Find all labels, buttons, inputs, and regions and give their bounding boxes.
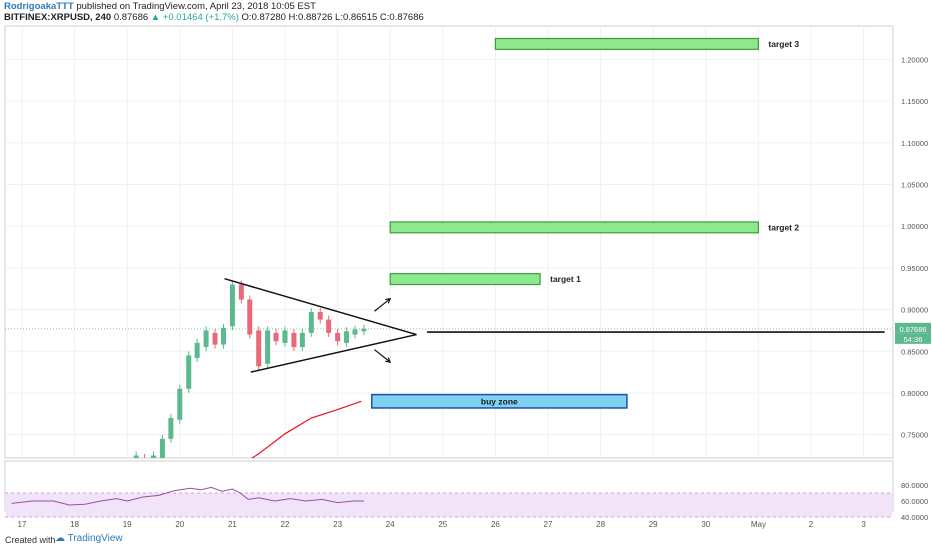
price-pane xyxy=(4,25,894,459)
x-tick-label: May xyxy=(751,520,766,529)
countdown-badge xyxy=(895,333,931,344)
triangle-upper-line xyxy=(224,277,417,336)
candle-down xyxy=(335,332,341,342)
x-tick-label: 26 xyxy=(491,520,500,529)
chart-header: RodrigoakaTTT published on TradingView.c… xyxy=(0,0,932,24)
tradingview-logo[interactable]: ☁ TradingView xyxy=(55,533,123,544)
candle-down xyxy=(212,332,218,345)
target-label: target 1 xyxy=(550,274,581,284)
rsi-band xyxy=(6,493,892,517)
author-link[interactable]: RodrigoakaTTT xyxy=(4,1,74,12)
candle-down xyxy=(256,330,262,367)
price-plot-area: target 3 target 2 target 1 buy zone xyxy=(133,37,885,458)
ohlc-values: O:0.87280 H:0.88726 L:0.86515 C:0.87686 xyxy=(241,12,424,23)
y-tick-label: 0.95000 xyxy=(901,264,928,273)
publish-line: RodrigoakaTTT published on TradingView.c… xyxy=(4,1,316,12)
target-label: target 2 xyxy=(768,222,799,232)
price-chart[interactable]: 80.0000 60.0000 40.0000 1.20000 1.15000 1.100… xyxy=(0,24,932,531)
candle-up xyxy=(203,330,209,348)
countdown-label: 54:36 xyxy=(904,335,923,344)
candle-down xyxy=(238,284,244,300)
symbol-line: BITFINEX:XRPUSD, 240 0.87686 ▲ +0.01464 … xyxy=(4,12,424,23)
rsi-tick-label: 60.0000 xyxy=(901,497,928,506)
moving-average-line xyxy=(250,400,362,458)
x-tick-label: 28 xyxy=(596,520,605,529)
arrow-head xyxy=(385,297,392,304)
x-tick-label: 25 xyxy=(438,520,447,529)
y-tick-label: 0.85000 xyxy=(901,347,928,356)
candle-up xyxy=(352,329,358,335)
candle-up xyxy=(299,332,305,348)
candle-up xyxy=(344,331,350,343)
arrow-head xyxy=(385,357,392,363)
brand-name: TradingView xyxy=(67,533,123,544)
candle-up xyxy=(265,330,271,364)
x-tick-label: 27 xyxy=(544,520,553,529)
y-tick-label: 0.90000 xyxy=(901,306,928,315)
triangle-lower-line xyxy=(250,333,417,373)
x-tick-label: 22 xyxy=(281,520,290,529)
buy-zone-label: buy zone xyxy=(481,396,518,406)
candle-up xyxy=(133,455,139,458)
y-tick-label: 1.15000 xyxy=(901,97,928,106)
y-tick-label: 1.20000 xyxy=(901,55,928,64)
candle-up xyxy=(220,327,226,345)
rsi-tick-label: 80.0000 xyxy=(901,481,928,490)
candle-down xyxy=(273,332,279,342)
last-price-badge-label: 0.87686 xyxy=(899,325,926,334)
candle-down xyxy=(247,299,253,335)
candle-down xyxy=(326,319,332,333)
x-tick-label: 29 xyxy=(649,520,658,529)
y-tick-label: 1.00000 xyxy=(901,222,928,231)
y-tick-label: 1.05000 xyxy=(901,180,928,189)
candle-up xyxy=(229,284,235,327)
arrow-down xyxy=(374,349,391,363)
y-tick-label: 0.80000 xyxy=(901,389,928,398)
target-label: target 3 xyxy=(768,39,799,49)
candle-up xyxy=(159,438,165,458)
candle-up xyxy=(151,455,156,458)
x-tick-label: 17 xyxy=(18,520,27,529)
candle-up xyxy=(361,328,367,332)
candle-up xyxy=(308,312,314,333)
target-box-1 xyxy=(389,273,541,286)
rsi-tick-label: 40.0000 xyxy=(901,513,928,522)
x-tick-label: 24 xyxy=(386,520,395,529)
price-change: ▲ +0.01464 (+1.7%) xyxy=(150,12,239,23)
x-tick-label: 30 xyxy=(701,520,710,529)
published-text: published on TradingView.com, April 23, … xyxy=(76,1,316,12)
buy-zone-box xyxy=(371,393,628,409)
symbol-label: BITFINEX:XRPUSD, 240 xyxy=(4,12,112,23)
last-price-badge xyxy=(895,322,931,334)
x-tick-label: 2 xyxy=(809,520,814,529)
footer: Created with ☁ TradingView xyxy=(0,531,932,550)
candle-up xyxy=(186,355,192,389)
candle-up xyxy=(168,417,174,439)
x-tick-label: 18 xyxy=(70,520,79,529)
target-box-2 xyxy=(389,221,760,234)
candle-up xyxy=(194,342,200,358)
x-tick-label: 19 xyxy=(123,520,132,529)
y-tick-label: 0.75000 xyxy=(901,431,928,440)
y-tick-label: 1.10000 xyxy=(901,139,928,148)
x-tick-label: 20 xyxy=(175,520,184,529)
candle-down xyxy=(317,312,323,320)
candle-up xyxy=(282,330,288,343)
rsi-line xyxy=(11,486,364,506)
candle-down xyxy=(291,332,297,348)
x-tick-label: 21 xyxy=(228,520,237,529)
x-tick-label: 23 xyxy=(333,520,342,529)
created-with-text: Created with xyxy=(5,535,56,545)
arrow-up xyxy=(374,298,391,312)
target-box-3 xyxy=(494,37,759,50)
candle-up xyxy=(177,388,183,420)
x-tick-label: 3 xyxy=(861,520,866,529)
last-price: 0.87686 xyxy=(113,12,149,23)
